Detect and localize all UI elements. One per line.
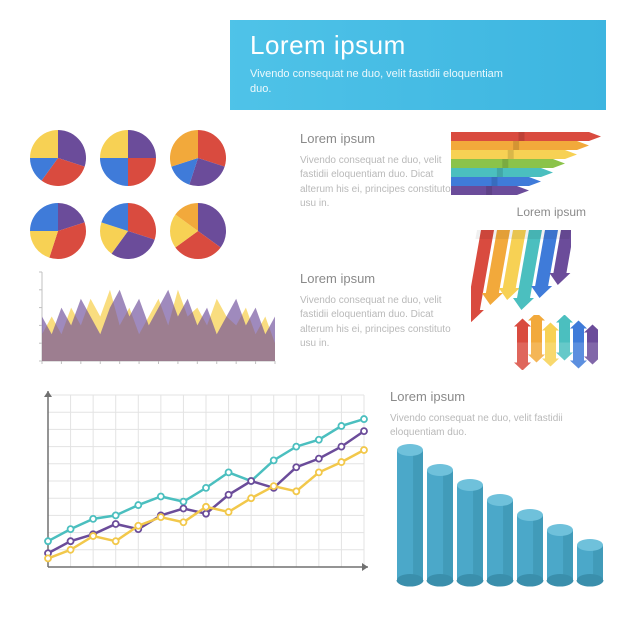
- arrow-band-caption: Lorem ipsum: [517, 205, 586, 219]
- pie-chart-icon: [168, 201, 228, 261]
- pie-chart-icon: [28, 128, 88, 188]
- text-block-1-heading: Lorem ipsum: [300, 130, 460, 149]
- pie-chart-icon: [98, 201, 158, 261]
- text-block-3-heading: Lorem ipsum: [390, 388, 590, 407]
- line-chart: [24, 385, 374, 585]
- text-block-1: Lorem ipsum Vivendo consequat ne duo, ve…: [300, 130, 460, 212]
- pie-chart-icon: [168, 128, 228, 188]
- cylinder-bar-chart: [391, 440, 606, 590]
- area-chart: [24, 268, 279, 373]
- header-white-block: [20, 20, 230, 110]
- page-subtitle: Vivendo consequat ne duo, velit fastidii…: [250, 67, 510, 98]
- pie-grid: [28, 128, 228, 274]
- text-block-1-body: Vivendo consequat ne duo, velit fastidii…: [300, 154, 460, 212]
- text-block-2: Lorem ipsum Vivendo consequat ne duo, ve…: [300, 270, 460, 352]
- header-banner: Lorem ipsum Vivendo consequat ne duo, ve…: [20, 20, 606, 110]
- page-title: Lorem ipsum: [250, 30, 510, 61]
- text-block-3-body: Vivendo consequat ne duo, velit fastidii…: [390, 412, 590, 441]
- arrow-band-updown: [513, 315, 598, 370]
- arrow-band-horizontal: [451, 130, 601, 200]
- text-block-3: Lorem ipsum Vivendo consequat ne duo, ve…: [390, 388, 590, 441]
- arrow-band-downward: [471, 230, 571, 325]
- pie-chart-icon: [28, 201, 88, 261]
- text-block-2-heading: Lorem ipsum: [300, 270, 460, 289]
- text-block-2-body: Vivendo consequat ne duo, velit fastidii…: [300, 294, 460, 352]
- pie-chart-icon: [98, 128, 158, 188]
